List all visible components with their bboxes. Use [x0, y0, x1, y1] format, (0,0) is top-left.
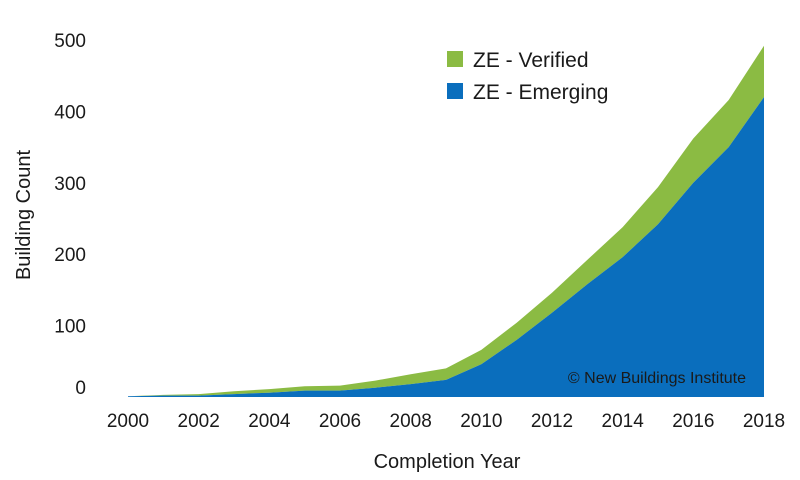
- x-axis-ticks: 2000 2002 2004 2006 2008 2010 2012 2014 2016 2018: [107, 411, 785, 432]
- y-axis-ticks: 0 100 200 300 400 500: [54, 31, 86, 399]
- area-ze-verified: [128, 45, 764, 397]
- legend-swatch-verified: [447, 51, 463, 67]
- y-tick-label: 0: [75, 378, 86, 399]
- y-tick-label: 300: [54, 174, 86, 195]
- y-axis-label: Building Count: [13, 150, 35, 281]
- x-tick-label: 2012: [531, 411, 573, 432]
- x-tick-label: 2002: [178, 411, 220, 432]
- legend-swatch-emerging: [447, 83, 463, 99]
- plot-area: [128, 45, 764, 397]
- legend-label-emerging: ZE - Emerging: [473, 81, 608, 104]
- x-tick-label: 2004: [248, 411, 291, 432]
- area-ze-emerging: [128, 97, 764, 397]
- x-tick-label: 2006: [319, 411, 361, 432]
- legend: ZE - Verified ZE - Emerging: [447, 49, 608, 104]
- legend-label-verified: ZE - Verified: [473, 49, 589, 72]
- x-axis-label: Completion Year: [374, 451, 521, 473]
- copyright-annotation: © New Buildings Institute: [568, 370, 746, 387]
- x-tick-label: 2008: [390, 411, 432, 432]
- series-areas: [128, 45, 764, 397]
- y-tick-label: 400: [54, 102, 86, 123]
- y-tick-label: 100: [54, 317, 86, 338]
- x-tick-label: 2010: [460, 411, 502, 432]
- x-tick-label: 2000: [107, 411, 149, 432]
- x-tick-label: 2014: [602, 411, 645, 432]
- y-tick-label: 200: [54, 245, 86, 266]
- x-tick-label: 2016: [672, 411, 714, 432]
- x-tick-label: 2018: [743, 411, 785, 432]
- y-tick-label: 500: [54, 31, 86, 52]
